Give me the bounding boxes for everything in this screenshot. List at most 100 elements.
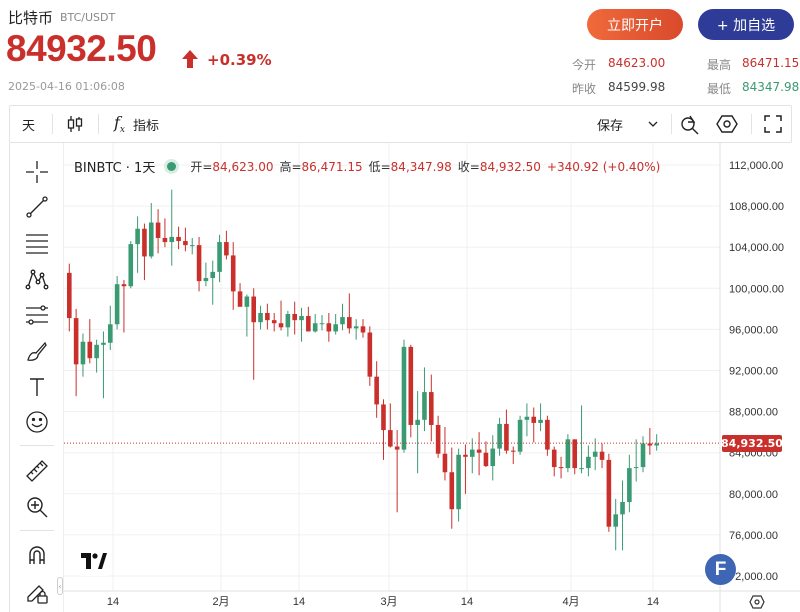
collapse-handle[interactable]: ‹	[57, 577, 63, 595]
candle-body	[285, 313, 291, 328]
candle-body	[292, 313, 297, 321]
save-label: 保存	[597, 118, 624, 134]
candle-body	[326, 323, 332, 332]
legend-open-key: 开=	[190, 160, 213, 174]
candle-body	[374, 376, 379, 405]
candle-body	[94, 344, 99, 359]
candle-body	[476, 449, 482, 453]
y-tick-label: 88,000.00	[729, 407, 778, 419]
candle-body	[128, 244, 134, 287]
trading-pair: BTC/USDT	[60, 11, 116, 24]
y-tick-label: 108,000.00	[729, 201, 784, 213]
candles-icon[interactable]	[66, 106, 84, 142]
crosshair-icon[interactable]	[23, 158, 51, 186]
candle-body	[251, 296, 257, 323]
tradingview-logo-icon	[77, 545, 110, 576]
candle-body	[524, 416, 530, 420]
current-price: 84932.50	[6, 28, 157, 69]
candle-body	[217, 242, 222, 272]
prev-close-value: 84599.98	[608, 80, 666, 94]
divider	[98, 114, 99, 134]
candle-body	[107, 324, 113, 343]
candle-body	[627, 468, 632, 503]
chart-toolbar: 天 fx 指标 保存	[9, 105, 792, 143]
candle-body	[599, 451, 605, 460]
candle-body	[210, 271, 216, 279]
f-badge-icon[interactable]: F	[705, 554, 736, 585]
legend-symbol: BINBTC · 1天	[74, 161, 156, 176]
save-button[interactable]: 保存	[597, 106, 623, 142]
indicators-button[interactable]: fx 指标	[114, 106, 159, 142]
candle-body	[347, 317, 352, 329]
candle-body	[579, 468, 584, 470]
legend-change: +340.92 (+0.40%)	[546, 159, 661, 174]
candle-body	[565, 439, 571, 469]
candle-body	[203, 278, 209, 282]
candle-body	[87, 341, 93, 359]
candle-body	[469, 449, 475, 457]
prev-close-label: 昨收	[572, 82, 597, 96]
candle-body	[442, 453, 448, 473]
chevron-down-icon[interactable]	[648, 106, 658, 142]
candle-body	[572, 439, 578, 469]
y-tick-label: 112,000.00	[729, 160, 783, 172]
camera-icon[interactable]	[679, 106, 701, 142]
divider	[52, 114, 53, 134]
trendline-icon[interactable]	[23, 193, 51, 221]
candle-body	[606, 459, 612, 527]
y-tick-label: 72,000.00	[729, 571, 778, 583]
candle-body	[633, 467, 639, 469]
candle-body	[271, 320, 277, 324]
candle-body	[183, 241, 188, 246]
interval-selector[interactable]: 天	[22, 118, 36, 134]
low-label: 最低	[707, 82, 732, 96]
open-label: 今开	[572, 58, 597, 72]
fx-icon: fx	[114, 112, 125, 136]
ruler-icon[interactable]	[23, 457, 51, 485]
divider	[671, 114, 672, 134]
candle-body	[592, 451, 598, 457]
emoji-icon[interactable]	[23, 408, 51, 436]
candle-body	[388, 430, 393, 447]
ohlc-legend: BINBTC · 1天 开= 84,623.00 高= 86,471.15 低= 84…	[74, 157, 666, 177]
candlestick-chart[interactable]: 112,000.00 108,000.00 104,000.00 100,000.00…	[64, 143, 800, 612]
zoom-in-icon[interactable]	[23, 493, 51, 521]
candle-body	[531, 416, 537, 423]
fullscreen-icon[interactable]	[764, 106, 782, 142]
magnet-icon[interactable]	[23, 541, 51, 569]
open-account-button[interactable]: 立即开户	[587, 9, 683, 40]
candle-body	[265, 312, 270, 321]
divider	[20, 530, 54, 531]
x-tick-label: 3月	[380, 596, 397, 608]
candle-body	[230, 255, 236, 292]
y-tick-label: 104,000.00	[729, 242, 784, 254]
settings-hex-icon[interactable]	[716, 106, 738, 142]
y-tick-label: 76,000.00	[729, 530, 778, 542]
lock-pencil-icon[interactable]	[23, 578, 51, 606]
pattern-icon[interactable]	[23, 265, 51, 293]
candle-body	[640, 443, 646, 468]
candle-body	[381, 404, 386, 431]
candle-body	[401, 346, 407, 450]
candle-body	[647, 443, 653, 446]
text-icon[interactable]	[23, 373, 51, 401]
candle-body	[367, 332, 373, 377]
candle-body	[538, 419, 543, 423]
candle-body	[428, 392, 434, 425]
candle-body	[73, 318, 79, 365]
candle-body	[510, 450, 516, 452]
candle-body	[142, 228, 147, 257]
fib-icon[interactable]	[23, 229, 51, 257]
candle-body	[483, 452, 489, 467]
add-watchlist-button[interactable]: + 加自选	[698, 9, 794, 40]
candle-body	[551, 449, 557, 468]
brush-icon[interactable]	[23, 337, 51, 365]
low-value: 84347.98	[742, 80, 800, 94]
y-tick-label: 100,000.00	[729, 283, 784, 295]
measure-lines-icon[interactable]	[23, 301, 51, 329]
candle-body	[176, 236, 181, 242]
candle-body	[435, 424, 441, 454]
y-tick-label: 92,000.00	[729, 366, 778, 378]
candle-body	[422, 392, 427, 420]
chart-settings-icon[interactable]	[749, 594, 765, 612]
